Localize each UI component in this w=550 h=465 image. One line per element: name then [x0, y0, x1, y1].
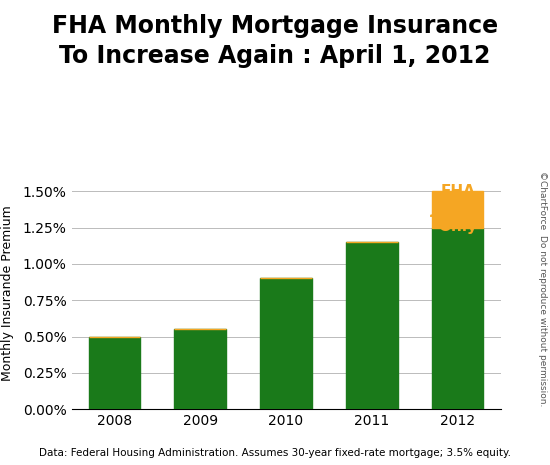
- Bar: [174, 329, 226, 409]
- Text: FHA
Jumbo
Only: FHA Jumbo Only: [431, 185, 485, 234]
- Bar: [89, 337, 140, 409]
- Text: ©ChartForce  Do not reproduce without permission.: ©ChartForce Do not reproduce without per…: [538, 171, 547, 406]
- Bar: [432, 191, 483, 227]
- Text: Data: Federal Housing Administration. Assumes 30-year fixed-rate mortgage; 3.5% : Data: Federal Housing Administration. As…: [39, 448, 511, 458]
- Y-axis label: Monthly Insurande Premium: Monthly Insurande Premium: [2, 205, 14, 381]
- Text: FHA Monthly Mortgage Insurance
To Increase Again : April 1, 2012: FHA Monthly Mortgage Insurance To Increa…: [52, 14, 498, 67]
- Bar: [260, 279, 312, 409]
- Bar: [346, 242, 398, 409]
- Bar: [432, 227, 483, 409]
